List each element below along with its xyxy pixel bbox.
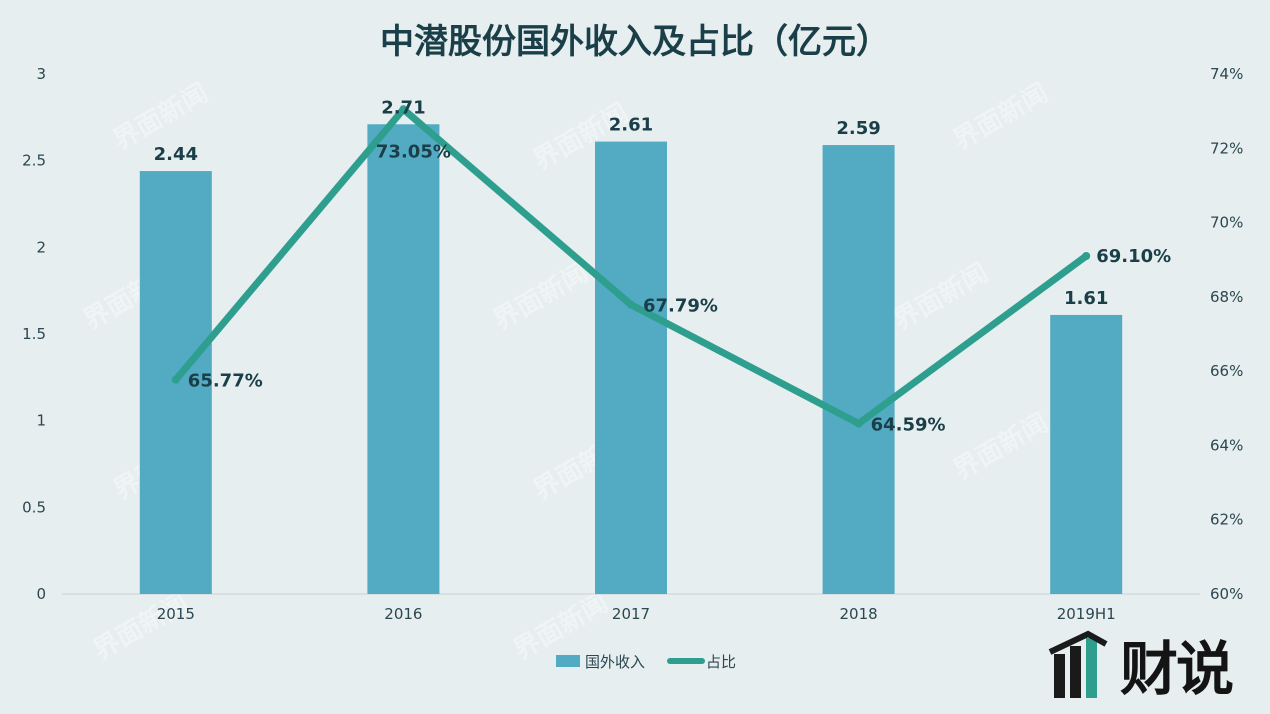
bar: [367, 124, 440, 595]
watermark-text: 界面新闻: [88, 587, 194, 666]
y-left-tick-label: 0: [36, 585, 46, 603]
line-point: [854, 419, 863, 428]
line-point: [627, 300, 635, 309]
line-data-label: 65.77%: [188, 371, 263, 392]
bar-data-label: 2.59: [836, 118, 880, 139]
bar: [822, 145, 895, 595]
x-tick-label: 2016: [384, 605, 422, 623]
x-tick-label: 2015: [157, 605, 195, 623]
y-right-tick-label: 62%: [1210, 511, 1243, 529]
legend-label-bar: 国外收入: [585, 653, 645, 671]
bar: [1050, 314, 1123, 594]
logo-text: 财说: [1120, 635, 1234, 703]
y-left-tick-label: 2.5: [22, 152, 46, 170]
watermark-text: 界面新闻: [948, 77, 1054, 156]
bar-data-label: 2.61: [609, 115, 653, 136]
y-left-tick-label: 1.5: [22, 325, 46, 343]
line-point: [171, 375, 180, 384]
y-left-tick-label: 2: [36, 238, 46, 256]
y-right-tick-label: 68%: [1210, 288, 1243, 306]
legend-swatch-bar: [556, 655, 580, 667]
y-right-tick-label: 72%: [1210, 139, 1243, 157]
bar-data-label: 1.61: [1064, 288, 1108, 309]
line-data-label: 73.05%: [376, 141, 451, 162]
line-point: [1082, 252, 1091, 260]
legend-label-line: 占比: [706, 653, 736, 671]
line-data-label: 67.79%: [643, 296, 718, 317]
y-right-tick-label: 66%: [1210, 362, 1243, 380]
y-right-tick-label: 70%: [1210, 214, 1243, 232]
watermark-text: 界面新闻: [948, 407, 1054, 486]
line-data-label: 69.10%: [1096, 246, 1171, 267]
x-tick-label: 2018: [840, 605, 878, 623]
watermark-text: 界面新闻: [888, 257, 994, 336]
y-right-tick-label: 64%: [1210, 436, 1243, 454]
bar-data-label: 2.71: [381, 97, 425, 118]
line-data-label: 64.59%: [871, 415, 946, 436]
y-left-tick-label: 3: [36, 65, 46, 83]
caishuo-logo: [1048, 630, 1108, 698]
y-left-tick-label: 0.5: [22, 498, 46, 516]
line-point: [399, 105, 408, 114]
watermark-text: 界面新闻: [488, 257, 594, 336]
y-right-tick-label: 60%: [1210, 585, 1243, 603]
bar-data-label: 2.44: [154, 144, 198, 165]
x-tick-label: 2019H1: [1057, 605, 1116, 623]
y-right-tick-label: 74%: [1210, 65, 1243, 83]
bar: [595, 141, 667, 594]
chart-title: 中潜股份国外收入及占比（亿元）: [380, 22, 890, 62]
y-left-tick-label: 1: [36, 412, 46, 430]
x-tick-label: 2017: [612, 605, 650, 623]
